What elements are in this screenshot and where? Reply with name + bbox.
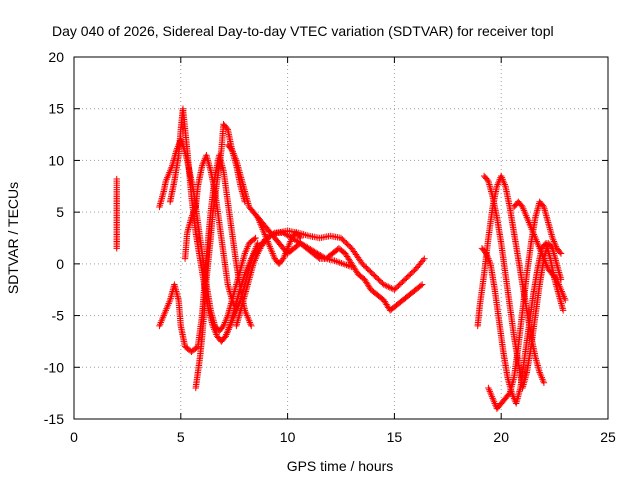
plot-frame [73, 56, 609, 420]
data-point [315, 254, 322, 261]
series-arc-a [113, 175, 120, 252]
x-tick-label: 20 [493, 429, 509, 445]
data-point [193, 344, 200, 351]
data-point [252, 234, 259, 242]
data-point [419, 256, 427, 264]
x-tick-label: 25 [600, 429, 616, 445]
y-axis-label: SDTVAR / TECUs [5, 182, 21, 294]
x-tick-label: 10 [280, 429, 296, 445]
x-tick-label: 5 [177, 429, 185, 445]
x-tick-label: 0 [70, 429, 78, 445]
x-axis-label: GPS time / hours [287, 458, 394, 474]
data-point [539, 202, 547, 209]
data-point [113, 175, 120, 183]
data-point [505, 391, 512, 398]
data-point [421, 255, 428, 262]
data-point [389, 285, 397, 293]
axis-ticks: 0 5 10 15 20 25 -15 -10 -5 0 5 10 15 20 [44, 49, 616, 445]
data-points [113, 105, 569, 412]
data-point [540, 379, 548, 386]
data-point [418, 281, 426, 288]
series-arc-i [224, 141, 304, 268]
data-point [296, 233, 303, 240]
data-point [380, 281, 387, 288]
data-point [386, 284, 394, 291]
data-point [383, 282, 390, 290]
y-tick-label: -10 [44, 359, 64, 375]
data-point [562, 296, 569, 304]
data-point [559, 307, 567, 314]
y-tick-label: 5 [56, 204, 64, 220]
series-arc-f [192, 121, 249, 392]
y-tick-label: 10 [48, 152, 64, 168]
x-tick-label: 15 [387, 429, 403, 445]
y-tick-label: 0 [56, 256, 64, 272]
data-point [484, 176, 491, 184]
y-tick-label: 15 [48, 101, 64, 117]
data-point [248, 322, 255, 330]
data-point [382, 282, 389, 289]
series-arc-m [478, 239, 567, 407]
data-point [223, 124, 230, 132]
data-point [556, 249, 564, 256]
series-arc-j [254, 214, 426, 314]
data-point [251, 235, 258, 243]
data-point [417, 282, 425, 289]
y-tick-label: -5 [52, 308, 65, 324]
series-arc-h [233, 227, 428, 330]
y-tick-label: 20 [48, 49, 64, 65]
data-point [385, 283, 392, 290]
series-arc-o [510, 198, 569, 304]
series-arc-n [485, 198, 565, 412]
y-tick-label: -15 [44, 411, 64, 427]
data-point [557, 250, 565, 257]
chart-title: Day 040 of 2026, Sidereal Day-to-day VTE… [52, 23, 554, 39]
